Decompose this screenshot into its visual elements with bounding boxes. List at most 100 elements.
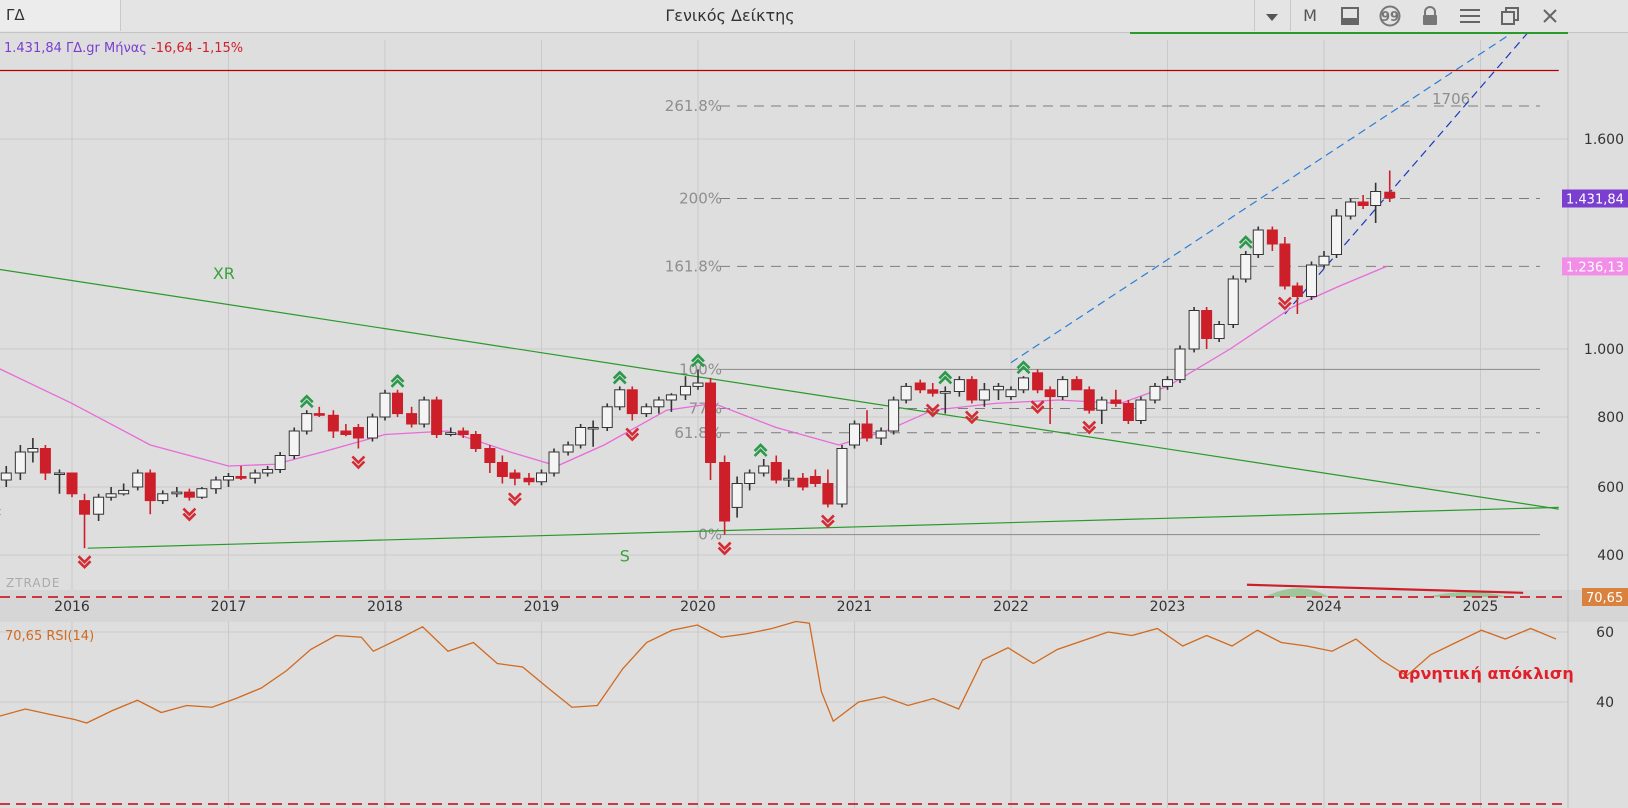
candle-body [1149,385,1161,401]
x-tick-label: 2017 [211,599,247,615]
restore-window-icon[interactable] [1494,3,1526,29]
dropdown-caret-icon[interactable] [1256,3,1288,29]
x-tick-label: 2020 [680,599,716,615]
trendline [1010,32,1513,364]
candle-body [157,493,169,502]
candle-body [235,476,247,479]
candle-body [301,413,313,432]
candle-body [601,406,613,428]
swing-high-icon [1238,235,1253,249]
annotation-label: XR [213,264,235,283]
candle-body [418,399,430,425]
candle-body [836,448,848,505]
candle-body [548,451,560,474]
candle-body [1213,324,1225,339]
candle-body [118,489,130,495]
candle-body [66,472,78,495]
swing-high-icon [299,394,314,409]
swing-low-icon [925,403,940,418]
candle-body [484,448,496,463]
candle-body [1096,399,1108,411]
swing-low-icon [964,410,979,425]
swing-low-icon [1082,420,1097,435]
candle-body [953,379,965,393]
candle-body [900,385,912,401]
title-bar: ΓΔ Γενικός Δείκτης M 99 [0,0,1628,33]
candle-body [536,472,547,483]
ma-value-label: 1.236,13 [1566,260,1624,275]
candle-body [1174,348,1186,381]
trendlines: XR S [0,32,1568,565]
divergence-label: αρνητική απόκλιση [1398,664,1574,683]
candle-body [27,448,39,453]
candle-body [640,406,652,415]
candle-body [992,385,1004,391]
layout-panel-icon[interactable] [1334,3,1366,29]
fib-level-label: 200% [679,190,722,208]
candle-body [809,476,821,484]
price-info: 1.431,84 ΓΔ.gr Μήνας -16,64 -1,15% [4,41,243,56]
candle-body [262,469,274,474]
candle-body [1279,243,1291,287]
x-tick-label: 2021 [837,599,873,615]
swing-low-icon [820,514,835,529]
lock-icon[interactable] [1414,3,1446,29]
x-tick-label: 2018 [367,599,403,615]
candle-body [523,477,535,483]
candle-body [665,394,677,401]
swing-high-icon [753,443,768,457]
symbol-input[interactable]: ΓΔ [0,0,121,31]
candle-body [1357,201,1369,206]
candle-body [1305,264,1317,297]
candle-body [888,399,900,432]
candle-body [39,448,51,474]
candle-body [758,465,770,474]
period-button[interactable]: M [1303,6,1317,25]
swing-high-icon [390,373,405,388]
candle-body [1057,379,1069,398]
trendline [1284,32,1528,315]
axes: 2016 2017 2018 2019 2020 2021 2022 2023 2024 2025… [54,132,1628,615]
candle-body [783,477,795,481]
y-tick-label: 400 [1597,548,1624,564]
chart-labels: 1.431,84 ΓΔ.gr Μήνας -16,64 -1,15% ZTRAD… [4,41,243,644]
candle-body [470,434,482,449]
watermark: ZTRADE [6,576,60,590]
chart-grid [0,40,1628,808]
candle-body [692,382,704,387]
candle-body [1345,201,1357,217]
x-tick-label: 2022 [993,599,1029,615]
annotation-label: S [620,546,630,565]
candle-body [1318,255,1330,266]
candle-body [797,477,809,488]
trendline [87,506,1559,549]
fib-level-label: 261.8% [665,97,722,115]
candle-body [1083,389,1095,411]
close-icon[interactable] [1534,3,1566,29]
candle-body [978,389,990,401]
menu-icon[interactable] [1454,3,1486,29]
candle-body [457,430,469,435]
rsi-panel: 40 60 αρνητική απόκλιση 70,65 [0,583,1628,805]
candle-body [705,382,717,463]
x-tick-label: 2025 [1463,599,1499,615]
chart-area[interactable]: 261.8%200%161.8%100%77%61.8%0%1706 XRS 2… [0,32,1628,808]
fib-level-label: 161.8% [665,257,722,275]
candle-body [183,491,195,498]
swing-high-icon [938,370,953,385]
candle-body [1018,377,1030,391]
candle-body [653,399,665,408]
candle-body [914,382,926,391]
fib-level-label: 0% [698,526,722,544]
candle-body [575,427,587,446]
rsi-value-label: 70,65 [1586,591,1623,606]
quote-icon[interactable]: 99 [1374,3,1406,29]
candle-body [14,451,26,474]
candle-body [626,389,638,415]
candle-body [0,472,12,481]
candle-body [223,476,234,481]
x-tick-label: 2023 [1150,599,1186,615]
candle-body [53,472,65,475]
fibonacci-levels: 261.8%200%161.8%100%77%61.8%0%1706 [665,90,1540,544]
candle-body [587,427,599,430]
